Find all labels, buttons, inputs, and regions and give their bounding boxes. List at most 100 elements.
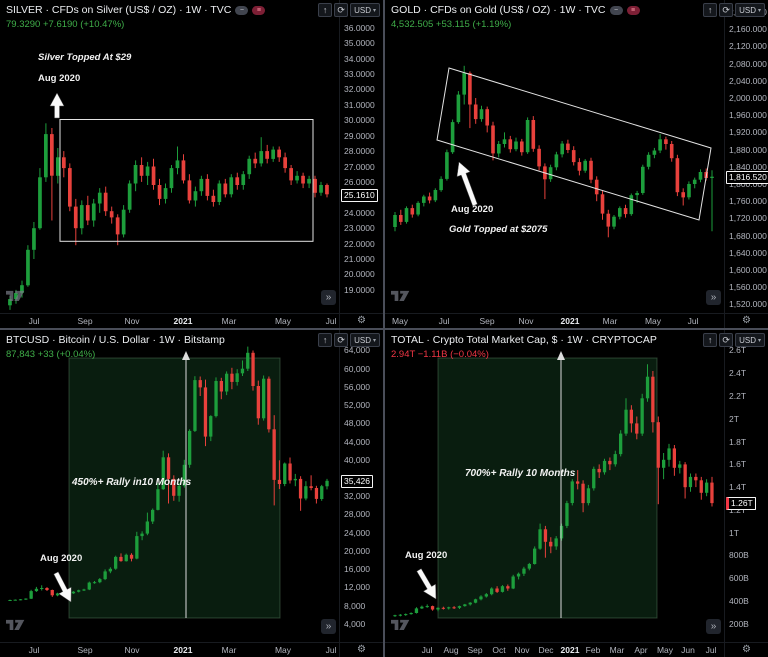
currency-label: USD (739, 335, 756, 345)
price-tick-label: 1,600.000 (729, 265, 767, 275)
currency-dropdown[interactable]: USD ▾ (735, 333, 765, 347)
time-axis-label: Jul (325, 316, 337, 326)
chart-legend: TOTAL · Crypto Total Market Cap, $ · 1W … (391, 334, 657, 360)
tradingview-logo[interactable] (391, 289, 413, 307)
time-axis[interactable]: May Jul Sep Nov 2021 Mar May Jul (385, 313, 724, 328)
gold-chart[interactable]: Aug 2020 Gold Topped at $2075 (385, 0, 724, 313)
price-axis[interactable]: 36.0000 35.0000 34.0000 33.0000 32.0000 31.00… (339, 0, 383, 313)
symbol-title[interactable]: TOTAL · Crypto Total Market Cap, $ · 1W … (391, 334, 657, 346)
arrow-up-icon: ↑ (707, 335, 713, 345)
price-axis[interactable]: 64,000 60,000 56,000 52,000 48,000 44,000 40,0… (339, 330, 383, 642)
price-tick-label: 28.0000 (344, 146, 375, 156)
time-axis-label: Apr (634, 645, 648, 655)
market-status-icon[interactable]: ≡ (626, 5, 640, 15)
price-tick-label: 24.0000 (344, 208, 375, 218)
price-change-text: 87,843 +33 (+0.04%) (6, 349, 96, 360)
chart-legend: GOLD · CFDs on Gold (US$ / OZ) · 1W · TV… (391, 4, 640, 30)
publish-button[interactable]: ↑ (703, 3, 718, 17)
panel-btcusd: 450%+ Rally in10 Months Aug 2020 » 64,000… (0, 330, 383, 657)
publish-button[interactable]: ↑ (703, 333, 718, 347)
time-axis-label: May (274, 316, 292, 326)
price-tick-label: 64,000 (344, 345, 370, 355)
time-axis-label: 2021 (173, 645, 193, 655)
price-tick-label: 32,000 (344, 491, 370, 501)
currency-dropdown[interactable]: USD ▾ (350, 333, 380, 347)
total-marketcap-chart[interactable]: 700%+ Rally 10 Months Aug 2020 (385, 330, 724, 642)
reload-button[interactable]: ⟳ (334, 3, 349, 17)
panel-total: 700%+ Rally 10 Months Aug 2020 » 2.6T 2.4T… (385, 330, 768, 657)
annotation-arrow[interactable] (53, 571, 72, 603)
price-tick-label: 33.0000 (344, 69, 375, 79)
symbol-title[interactable]: GOLD · CFDs on Gold (US$ / OZ) · 1W · TV… (391, 4, 606, 16)
reload-button[interactable]: ⟳ (334, 333, 349, 347)
symbol-title[interactable]: SILVER · CFDs on Silver (US$ / OZ) · 1W … (6, 4, 232, 16)
price-tick-label: 8,000 (344, 601, 366, 611)
price-tick-label: 30.0000 (344, 115, 375, 125)
consolidation-rectangle-drawing[interactable] (59, 119, 314, 242)
currency-dropdown[interactable]: USD ▾ (735, 3, 765, 17)
currency-label: USD (354, 335, 371, 345)
axis-corner: ⚙ (339, 642, 383, 657)
time-axis-label: 2021 (173, 316, 193, 326)
price-tick-label: 2,120.000 (729, 41, 767, 51)
market-status-icon[interactable]: ≡ (252, 5, 266, 15)
expand-scales-button[interactable]: » (706, 290, 721, 305)
time-axis[interactable]: Jul Sep Nov 2021 Mar May Jul (0, 642, 339, 657)
time-axis[interactable]: Jul Sep Nov 2021 Mar May Jul (0, 313, 339, 328)
btcusd-chart[interactable]: 450%+ Rally in10 Months Aug 2020 (0, 330, 339, 642)
time-axis-label: Mar (221, 316, 237, 326)
annotation-text: Aug 2020 (38, 73, 80, 84)
annotation-arrow[interactable] (416, 568, 437, 600)
collapse-icon[interactable]: − (609, 5, 623, 15)
annotation-arrow[interactable] (49, 92, 65, 119)
price-tick-label: 40,000 (344, 455, 370, 465)
annotation-text: 450%+ Rally in10 Months (71, 477, 192, 488)
price-axis[interactable]: 2,200.0002,160.0002,120.0002,080.0002,04… (724, 0, 768, 313)
time-axis-label: Feb (585, 645, 601, 655)
time-axis-label: Jun (681, 645, 695, 655)
rally-highlight-box (437, 357, 658, 619)
price-tick-label: 1,720.000 (729, 213, 767, 223)
price-tick-label: 32.0000 (344, 84, 375, 94)
publish-button[interactable]: ↑ (318, 333, 333, 347)
price-tick-label: 19.0000 (344, 285, 375, 295)
axis-settings-gear-icon[interactable]: ⚙ (742, 315, 751, 326)
expand-scales-button[interactable]: » (321, 290, 336, 305)
publish-button[interactable]: ↑ (318, 3, 333, 17)
currency-dropdown[interactable]: USD ▾ (350, 3, 380, 17)
price-tick-label: 52,000 (344, 400, 370, 410)
time-axis-label: Jul (325, 645, 337, 655)
price-tick-label: 1.6T (729, 459, 747, 469)
reload-button[interactable]: ⟳ (719, 3, 734, 17)
axis-settings-gear-icon[interactable]: ⚙ (357, 315, 366, 326)
price-tick-label: 1,760.000 (729, 196, 767, 206)
price-tick-label: 48,000 (344, 418, 370, 428)
time-axis-label: Aug (443, 645, 459, 655)
time-axis-label: Jul (705, 645, 717, 655)
axis-settings-gear-icon[interactable]: ⚙ (357, 644, 366, 655)
collapse-icon[interactable]: − (235, 5, 249, 15)
tradingview-logo[interactable] (6, 289, 28, 307)
reload-button[interactable]: ⟳ (719, 333, 734, 347)
symbol-title[interactable]: BTCUSD · Bitcoin / U.S. Dollar · 1W · Bi… (6, 334, 225, 346)
expand-scales-button[interactable]: » (321, 619, 336, 634)
time-axis[interactable]: Jul Aug Sep Oct Nov Dec 2021 Feb Mar Apr May Jun Jul (385, 642, 724, 657)
price-tick-label: 2,000.000 (729, 93, 767, 103)
tradingview-logo[interactable] (6, 618, 28, 636)
descending-channel-drawing[interactable] (436, 67, 712, 221)
price-tick-label: 1,560.000 (729, 282, 767, 292)
time-axis-label: Mar (602, 316, 618, 326)
axis-settings-gear-icon[interactable]: ⚙ (742, 644, 751, 655)
expand-scales-button[interactable]: » (706, 619, 721, 634)
refresh-icon: ⟳ (722, 5, 730, 15)
price-axis[interactable]: 2.6T 2.4T 2.2T 2T 1.8T 1.6T 1.4T 1.2T 1T 800B 600B… (724, 330, 768, 642)
price-tick-label: 24,000 (344, 528, 370, 538)
annotation-arrow[interactable] (456, 161, 478, 207)
tradingview-logo[interactable] (391, 618, 413, 636)
price-tick-label: 1T (729, 528, 739, 538)
price-tick-label: 1,520.000 (729, 299, 767, 309)
price-tick-label: 2.6T (729, 345, 747, 355)
silver-chart[interactable]: Silver Topped At $29 Aug 2020 (0, 0, 339, 313)
